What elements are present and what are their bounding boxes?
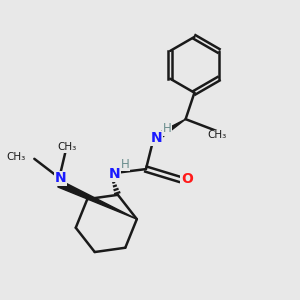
Polygon shape <box>152 119 186 143</box>
Text: CH₃: CH₃ <box>7 152 26 162</box>
Polygon shape <box>58 181 137 219</box>
Text: CH₃: CH₃ <box>57 142 76 152</box>
Text: CH₃: CH₃ <box>207 130 227 140</box>
Text: N: N <box>108 167 120 181</box>
Text: N: N <box>150 131 162 145</box>
Text: N: N <box>55 172 67 185</box>
Text: O: O <box>181 172 193 186</box>
Text: H: H <box>163 122 172 135</box>
Text: H: H <box>120 158 129 171</box>
